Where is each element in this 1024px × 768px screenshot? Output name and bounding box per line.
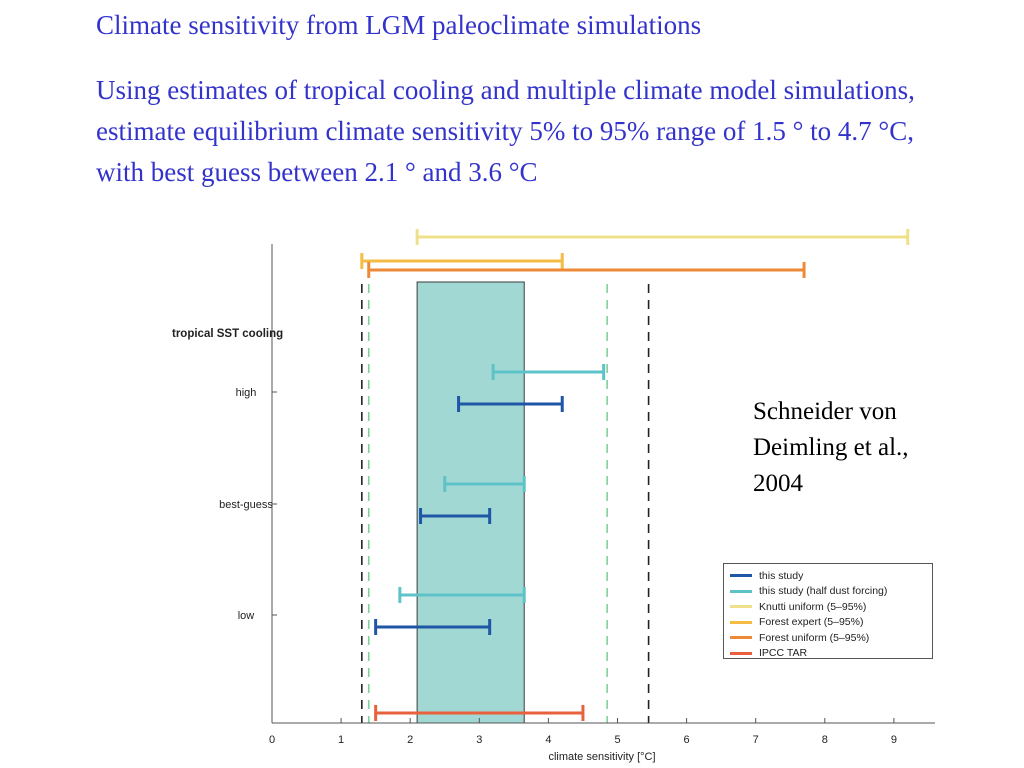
legend-swatch-forest-uniform <box>730 636 752 640</box>
x-axis-label: climate sensitivity [°C] <box>548 751 655 763</box>
shaded-range-box <box>416 281 525 724</box>
x-tick-label-2: 2 <box>407 734 413 746</box>
y-group-label: tropical SST cooling <box>172 328 283 340</box>
this-study-range-high <box>457 396 564 412</box>
this-study-range-best-guess <box>419 508 492 524</box>
legend-swatch-this-study <box>730 574 752 578</box>
y-category-label-best-guess: best-guess <box>219 499 273 511</box>
slide-title: Climate sensitivity from LGM paleoclimat… <box>96 10 702 40</box>
chart-range-bars <box>360 229 910 721</box>
x-tick-label-4: 4 <box>545 734 551 746</box>
legend-item-ipcc-tar: IPCC TAR <box>730 646 932 662</box>
x-tick-label-5: 5 <box>614 734 620 746</box>
legend-label-ipcc-tar: IPCC TAR <box>759 647 808 660</box>
x-tick-label-6: 6 <box>684 734 690 746</box>
this-study-half-dust-range-best-guess <box>443 476 526 492</box>
legend-label-knutti-uniform: Knutti uniform (5–95%) <box>759 600 867 613</box>
legend-item-this-study: this study <box>730 568 932 584</box>
forest-expert-range <box>360 253 564 269</box>
legend-item-forest-expert: Forest expert (5–95%) <box>730 615 932 631</box>
slide-body-text: Using estimates of tropical cooling and … <box>96 75 915 187</box>
legend-label-forest-expert: Forest expert (5–95%) <box>759 616 864 629</box>
legend-swatch-this-study-half-dust <box>730 589 752 593</box>
x-tick-label-3: 3 <box>476 734 482 746</box>
legend-label-this-study-half-dust: this study (half dust forcing) <box>759 585 888 598</box>
legend-swatch-knutti-uniform <box>730 605 752 609</box>
knutti-uniform-range <box>415 229 910 245</box>
y-category-label-low: low <box>238 610 255 622</box>
x-tick-label-7: 7 <box>753 734 759 746</box>
ipcc-tar-range <box>374 705 585 721</box>
x-tick-label-8: 8 <box>822 734 828 746</box>
legend-label-this-study: this study <box>759 569 804 582</box>
citation-text: Schneider von Deimling et al., 2004 <box>753 398 909 497</box>
forest-uniform-range <box>367 262 806 278</box>
x-tick-label-0: 0 <box>269 734 275 746</box>
chart-legend: this study this study (half dust forcing)… <box>723 563 933 659</box>
legend-item-forest-uniform: Forest uniform (5–95%) <box>730 630 932 646</box>
chart-background-layer <box>361 281 650 724</box>
this-study-half-dust-range-low <box>398 587 526 603</box>
this-study-half-dust-range-high <box>491 364 606 380</box>
legend-label-forest-uniform: Forest uniform (5–95%) <box>759 631 870 644</box>
legend-item-this-study-half-dust: this study (half dust forcing) <box>730 584 932 600</box>
legend-item-knutti-uniform: Knutti uniform (5–95%) <box>730 599 932 615</box>
legend-swatch-ipcc-tar <box>730 651 752 655</box>
legend-swatch-forest-expert <box>730 620 752 624</box>
y-category-label-high: high <box>236 387 257 399</box>
x-tick-label-1: 1 <box>338 734 344 746</box>
x-tick-label-9: 9 <box>891 734 897 746</box>
chart-axes: 0 1 2 3 4 5 6 7 8 9 climate sensitivity [°C] tropic… <box>172 244 935 763</box>
this-study-range-low <box>374 619 492 635</box>
